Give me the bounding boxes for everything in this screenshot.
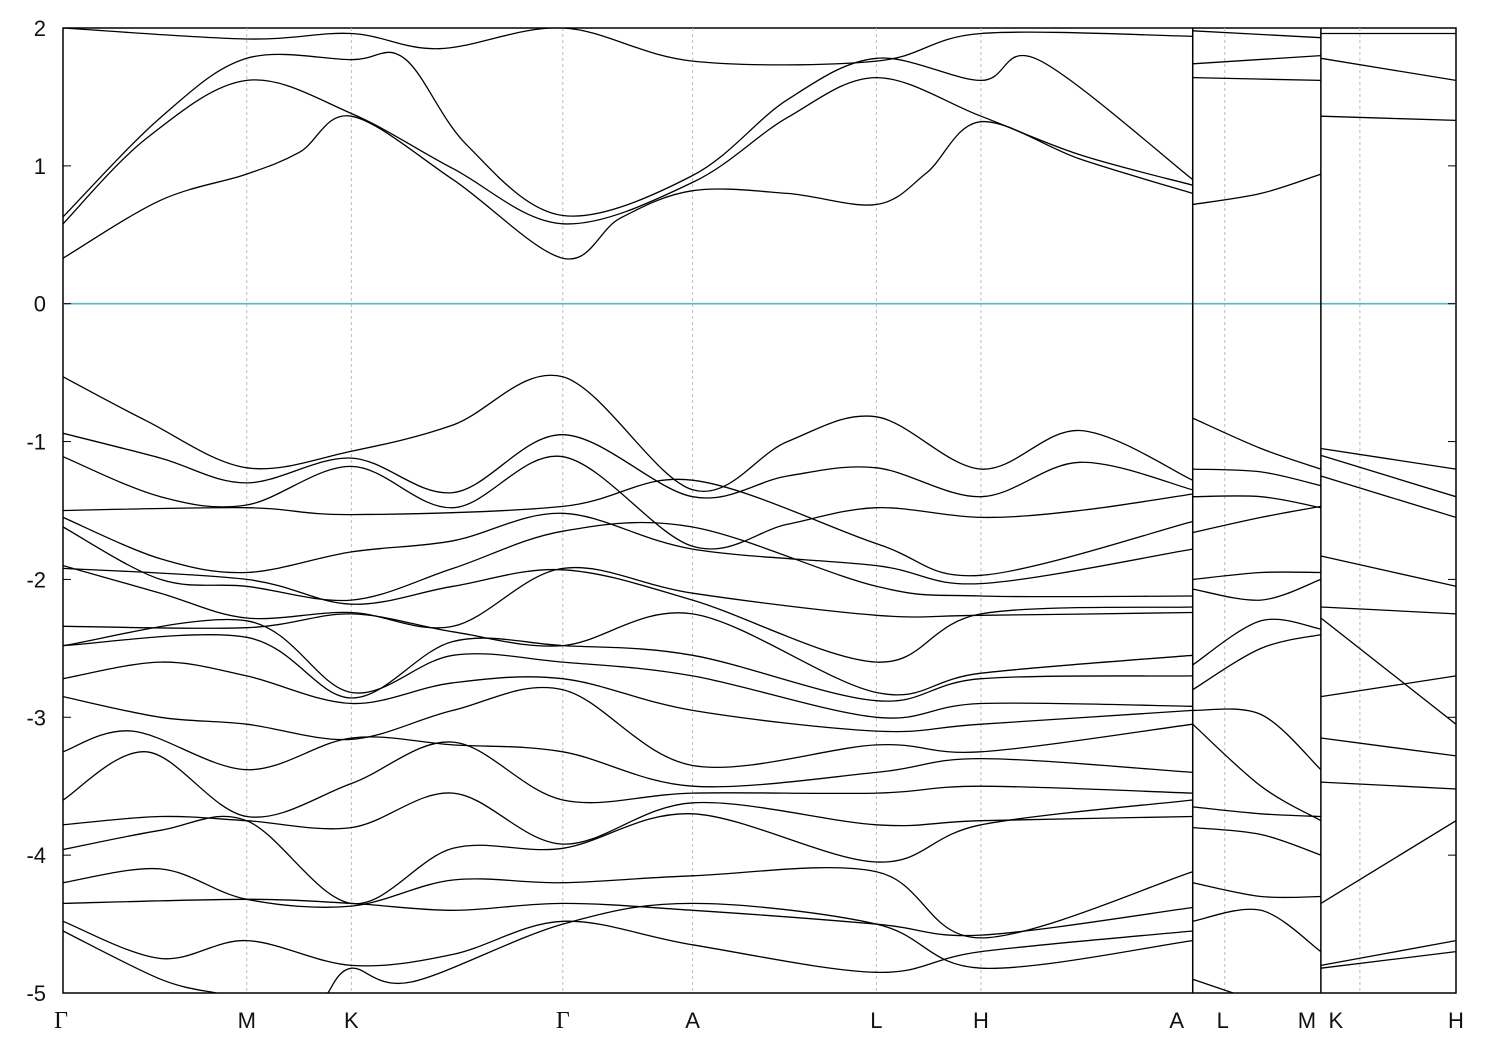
y-tick-label: 1 bbox=[34, 154, 46, 179]
band-line-35 bbox=[1192, 495, 1322, 509]
x-tick-label: A bbox=[1169, 1008, 1184, 1033]
band-line-45 bbox=[1192, 882, 1321, 899]
band-line-27 bbox=[63, 799, 1193, 905]
band-line-53 bbox=[1320, 617, 1456, 725]
band-line-16 bbox=[63, 521, 1193, 602]
band-line-40 bbox=[1192, 633, 1322, 691]
y-axis-ticks: 2 1 0 -1 -2 -3 -4 -5 bbox=[26, 16, 1456, 1006]
band-line-24 bbox=[63, 730, 1193, 788]
band-line-17 bbox=[63, 564, 1193, 629]
x-tick-label: L bbox=[870, 1008, 882, 1033]
band-line-2 bbox=[63, 51, 1194, 218]
y-tick-label: -3 bbox=[26, 705, 46, 730]
band-line-54 bbox=[1320, 675, 1456, 698]
band-line-34 bbox=[1192, 468, 1322, 487]
band-line-58 bbox=[1320, 939, 1456, 967]
band-line-12 bbox=[63, 432, 1193, 499]
x-tick-label: M bbox=[238, 1008, 256, 1033]
band-line-47 bbox=[1192, 978, 1234, 993]
band-line-22 bbox=[63, 661, 1193, 733]
band-line-13 bbox=[63, 455, 1193, 550]
band-line-30 bbox=[63, 920, 1193, 973]
x-tick-label: Γ bbox=[556, 1008, 570, 1034]
band-line-21 bbox=[63, 618, 1193, 719]
band-line-4 bbox=[1192, 173, 1322, 206]
band-line-44 bbox=[1192, 826, 1322, 856]
band-line-18 bbox=[63, 567, 1193, 663]
x-tick-label: K bbox=[344, 1008, 359, 1033]
band-line-55 bbox=[1320, 737, 1456, 757]
band-line-33 bbox=[1192, 417, 1322, 470]
band-line-26 bbox=[63, 792, 1193, 845]
band-line-7 bbox=[1192, 30, 1321, 39]
band-line-52 bbox=[1320, 606, 1456, 615]
band-line-49 bbox=[1320, 454, 1456, 498]
band-line-1 bbox=[63, 76, 1193, 225]
band-line-50 bbox=[1320, 475, 1456, 519]
band-line-25 bbox=[63, 741, 1193, 818]
band-line-29 bbox=[63, 898, 1193, 937]
band-line-8 bbox=[1320, 115, 1456, 122]
plot-frame bbox=[62, 27, 1457, 994]
x-tick-label: K bbox=[1329, 1008, 1344, 1033]
band-line-51 bbox=[1320, 555, 1456, 587]
band-line-5 bbox=[1192, 76, 1321, 82]
x-tick-label: L bbox=[1217, 1008, 1229, 1033]
band-line-14 bbox=[63, 478, 1193, 577]
y-tick-label: -2 bbox=[26, 567, 46, 592]
x-tick-label: Γ bbox=[54, 1008, 68, 1034]
band-line-56 bbox=[1320, 781, 1456, 790]
band-lines bbox=[63, 28, 1456, 993]
band-line-43 bbox=[1192, 806, 1321, 818]
x-tick-label: A bbox=[685, 1008, 700, 1033]
x-tick-label: M bbox=[1298, 1008, 1316, 1033]
band-line-59 bbox=[1320, 950, 1456, 969]
band-line-23 bbox=[63, 686, 1193, 769]
band-line-48 bbox=[1320, 447, 1456, 470]
band-line-11 bbox=[63, 374, 1193, 493]
band-line-38 bbox=[1192, 578, 1322, 601]
y-tick-label: -4 bbox=[26, 843, 46, 868]
band-line-36 bbox=[1192, 505, 1322, 534]
band-line-20 bbox=[63, 634, 1193, 702]
x-tick-label: H bbox=[1448, 1008, 1464, 1033]
band-line-39 bbox=[1192, 618, 1322, 666]
band-line-19 bbox=[63, 612, 1193, 696]
y-tick-label: 0 bbox=[34, 292, 46, 317]
band-line-0 bbox=[63, 115, 1193, 260]
y-tick-label: 2 bbox=[34, 16, 46, 41]
band-line-37 bbox=[1192, 571, 1321, 581]
band-line-46 bbox=[1192, 908, 1322, 953]
band-line-41 bbox=[1192, 708, 1322, 771]
band-line-32 bbox=[327, 902, 1193, 993]
y-tick-label: -5 bbox=[26, 981, 46, 1006]
y-tick-label: -1 bbox=[26, 430, 46, 455]
x-tick-label: H bbox=[973, 1008, 989, 1033]
band-line-15 bbox=[63, 512, 1193, 585]
band-line-57 bbox=[1320, 820, 1456, 904]
segment-breaks bbox=[1191, 28, 1322, 993]
band-line-6 bbox=[1192, 54, 1321, 65]
band-line-3 bbox=[63, 28, 1193, 66]
band-line-42 bbox=[1192, 723, 1322, 822]
band-line-31 bbox=[63, 930, 217, 993]
band-line-28 bbox=[63, 866, 1193, 939]
band-line-9 bbox=[1320, 57, 1456, 82]
